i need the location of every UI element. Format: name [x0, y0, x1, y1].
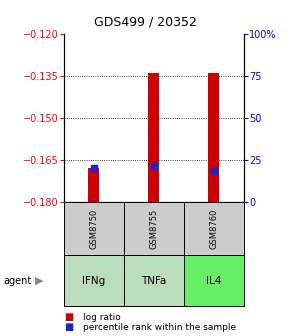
Bar [148, 73, 159, 202]
Text: GSM8760: GSM8760 [209, 208, 218, 249]
Bar [64, 255, 124, 306]
Text: agent: agent [3, 276, 31, 286]
Bar [184, 202, 244, 255]
Text: IL4: IL4 [206, 276, 221, 286]
Text: percentile rank within the sample: percentile rank within the sample [83, 323, 236, 332]
Text: ■: ■ [64, 322, 73, 332]
Text: GSM8750: GSM8750 [89, 208, 98, 249]
Bar [64, 202, 124, 255]
Bar [88, 168, 99, 202]
Text: ■: ■ [64, 312, 73, 322]
Text: GDS499 / 20352: GDS499 / 20352 [94, 15, 196, 28]
Text: log ratio: log ratio [83, 313, 120, 322]
Bar [208, 73, 219, 202]
Bar [184, 255, 244, 306]
Text: TNFa: TNFa [141, 276, 166, 286]
Bar [124, 255, 184, 306]
Text: GSM8755: GSM8755 [149, 208, 158, 249]
Text: ▶: ▶ [35, 276, 44, 286]
Bar [124, 202, 184, 255]
Text: IFNg: IFNg [82, 276, 105, 286]
